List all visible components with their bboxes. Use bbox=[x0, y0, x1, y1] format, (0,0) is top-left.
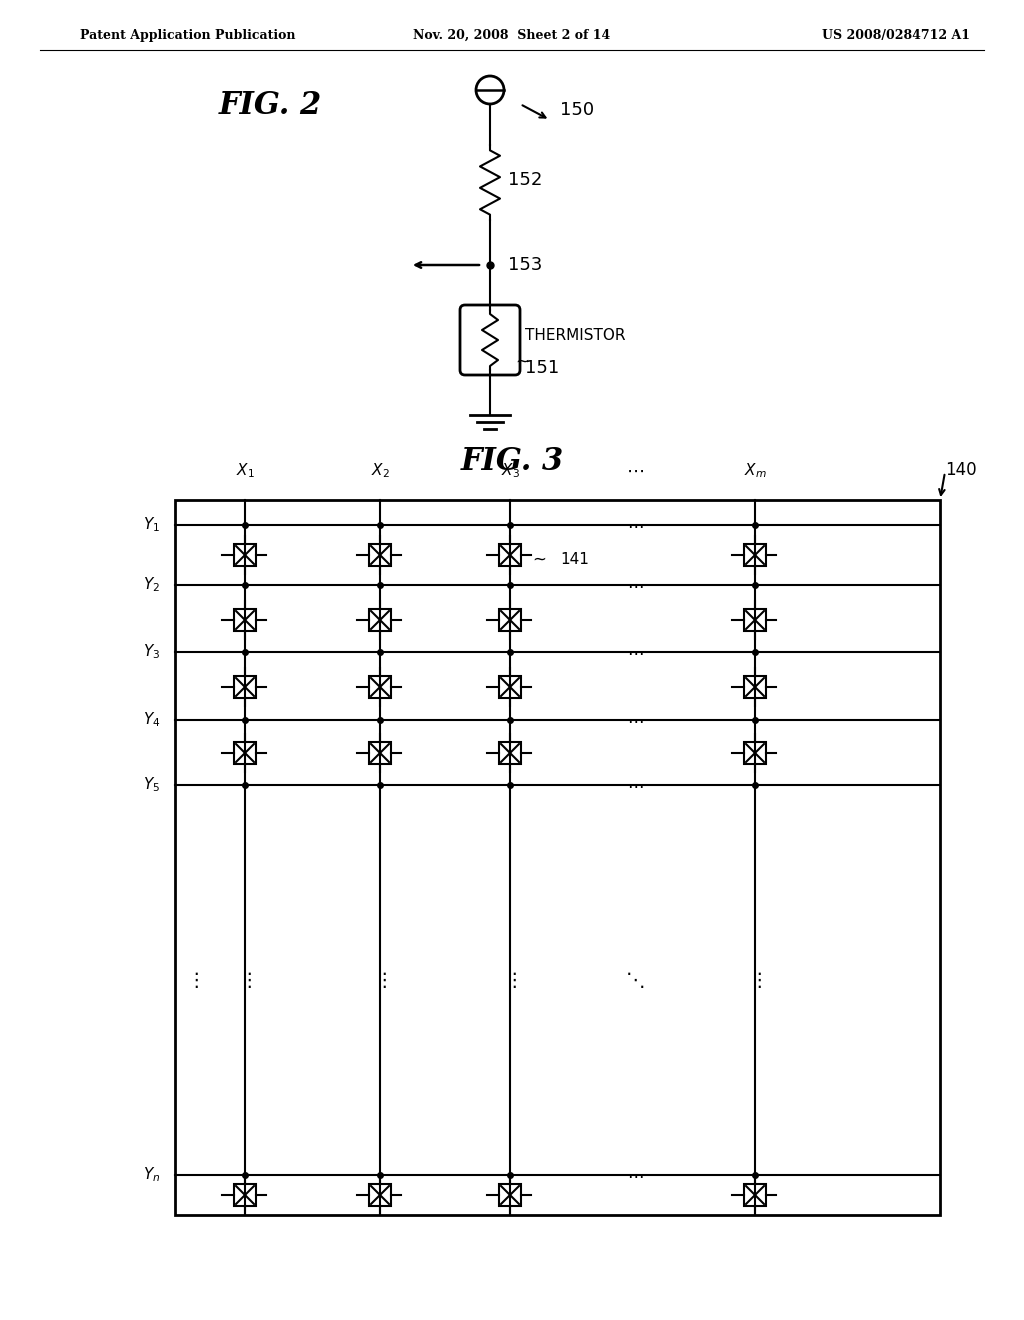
Bar bbox=[499, 544, 521, 566]
Text: $\vdots$: $\vdots$ bbox=[239, 970, 251, 990]
Text: $\vdots$: $\vdots$ bbox=[185, 970, 199, 990]
Text: $Y_4$: $Y_4$ bbox=[142, 710, 160, 730]
Text: $\cdots$: $\cdots$ bbox=[627, 711, 643, 729]
Bar bbox=[744, 676, 766, 698]
Text: 152: 152 bbox=[508, 172, 543, 189]
Bar bbox=[234, 609, 256, 631]
Text: $X_1$: $X_1$ bbox=[236, 461, 254, 480]
Bar bbox=[744, 1184, 766, 1206]
Bar bbox=[499, 609, 521, 631]
Bar bbox=[234, 676, 256, 698]
Bar bbox=[369, 544, 391, 566]
Text: Patent Application Publication: Patent Application Publication bbox=[80, 29, 296, 41]
Bar bbox=[369, 609, 391, 631]
Text: $\vdots$: $\vdots$ bbox=[749, 970, 762, 990]
Text: FIG. 2: FIG. 2 bbox=[218, 90, 322, 120]
Text: 151: 151 bbox=[525, 359, 559, 378]
Text: $X_3$: $X_3$ bbox=[501, 461, 519, 480]
Bar bbox=[744, 609, 766, 631]
Text: $\cdots$: $\cdots$ bbox=[627, 576, 643, 594]
Text: $\cdots$: $\cdots$ bbox=[626, 462, 644, 480]
Text: $X_2$: $X_2$ bbox=[371, 461, 389, 480]
Bar bbox=[499, 676, 521, 698]
Text: 153: 153 bbox=[508, 256, 543, 275]
Bar bbox=[234, 544, 256, 566]
Text: $Y_1$: $Y_1$ bbox=[143, 516, 160, 535]
Text: $X_m$: $X_m$ bbox=[743, 461, 766, 480]
Text: ~: ~ bbox=[515, 352, 529, 371]
Bar bbox=[175, 500, 940, 1214]
Bar bbox=[234, 742, 256, 764]
Text: $\cdots$: $\cdots$ bbox=[627, 643, 643, 661]
Text: $Y_5$: $Y_5$ bbox=[143, 776, 160, 795]
Text: $Y_n$: $Y_n$ bbox=[142, 1166, 160, 1184]
Bar bbox=[369, 742, 391, 764]
Text: $Y_2$: $Y_2$ bbox=[143, 576, 160, 594]
Text: $\vdots$: $\vdots$ bbox=[504, 970, 516, 990]
Text: ~: ~ bbox=[532, 550, 546, 569]
Bar bbox=[744, 544, 766, 566]
Text: FIG. 3: FIG. 3 bbox=[461, 446, 563, 478]
Text: $\cdots$: $\cdots$ bbox=[627, 516, 643, 535]
Bar bbox=[369, 676, 391, 698]
Text: 141: 141 bbox=[560, 553, 589, 568]
Bar bbox=[499, 742, 521, 764]
Bar bbox=[234, 1184, 256, 1206]
Bar bbox=[369, 1184, 391, 1206]
Text: THERMISTOR: THERMISTOR bbox=[525, 327, 626, 342]
Text: $Y_3$: $Y_3$ bbox=[142, 643, 160, 661]
Text: $\cdots$: $\cdots$ bbox=[627, 1166, 643, 1184]
Text: Nov. 20, 2008  Sheet 2 of 14: Nov. 20, 2008 Sheet 2 of 14 bbox=[414, 29, 610, 41]
Text: 140: 140 bbox=[945, 461, 977, 479]
Bar bbox=[744, 742, 766, 764]
Text: 150: 150 bbox=[560, 102, 594, 119]
Text: US 2008/0284712 A1: US 2008/0284712 A1 bbox=[822, 29, 970, 41]
Text: $\vdots$: $\vdots$ bbox=[374, 970, 386, 990]
Bar bbox=[499, 1184, 521, 1206]
Text: $\cdots$: $\cdots$ bbox=[627, 776, 643, 795]
Text: $\ddots$: $\ddots$ bbox=[626, 970, 645, 990]
